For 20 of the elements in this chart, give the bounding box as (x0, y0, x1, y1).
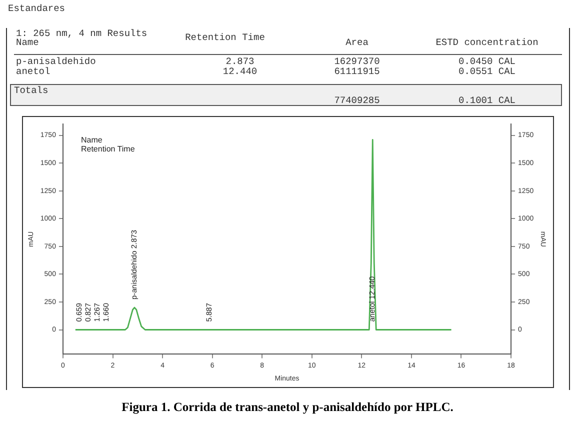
text: Totals (14, 85, 48, 96)
annotation: Retention Time (80, 144, 136, 154)
text: Figura 1. Corrida de trans-anetol y p-anisaldehído por HPLC. (120, 400, 454, 415)
text: 2.873 (226, 56, 254, 67)
text: 16297370 (334, 56, 380, 67)
text: 0.0551 CAL (458, 66, 516, 77)
text: 12.440 (222, 66, 258, 77)
text: p-anisaldehido (16, 56, 96, 67)
text: Area (346, 37, 368, 48)
text: 0.1001 CAL (458, 95, 516, 106)
text: anetol (16, 66, 50, 77)
text: 1: 265 nm, 4 nm Results (16, 28, 148, 39)
text: 61111915 (334, 66, 380, 77)
text: Retention Time (185, 32, 265, 43)
text: ESTD concentration (436, 37, 538, 48)
annotation: Name (80, 135, 103, 144)
text: 0.0450 CAL (458, 56, 516, 67)
text: 77409285 (334, 95, 380, 106)
text: Estandares (8, 3, 66, 14)
text: Name (16, 37, 39, 48)
